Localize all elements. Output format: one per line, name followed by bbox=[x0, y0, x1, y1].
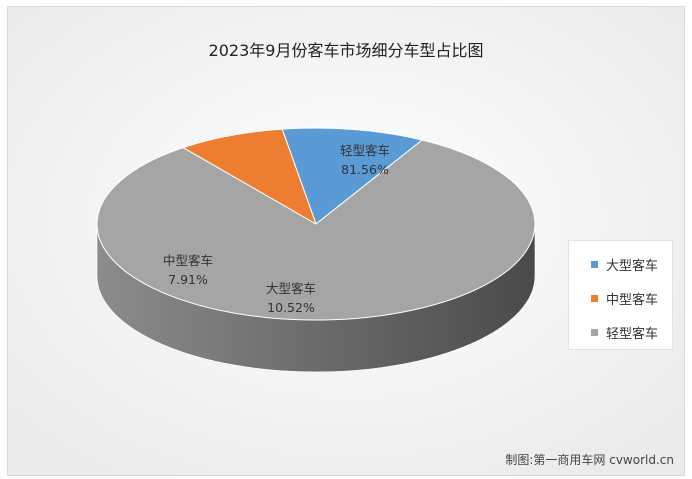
legend-item-light-bus: 轻型客车 bbox=[591, 315, 672, 349]
pie-slice-light-bus bbox=[96, 139, 536, 321]
pie-slice-medium-bus bbox=[181, 128, 317, 226]
data-label-name-medium-bus: 中型客车 bbox=[163, 253, 213, 268]
data-label-value-large-bus: 10.52% bbox=[267, 300, 315, 315]
pie-slice-large-bus bbox=[281, 127, 424, 225]
legend-label-large-bus: 大型客车 bbox=[606, 258, 659, 274]
chart-frame: 2023年9月份客车市场细分车型占比图 大型客车 10.52% 中型客车 7.91% 轻… bbox=[7, 6, 685, 476]
chart-title: 2023年9月份客车市场细分车型占比图 bbox=[208, 41, 484, 60]
legend-swatch-large-bus bbox=[591, 260, 598, 268]
legend-swatch-light-bus bbox=[591, 328, 598, 336]
pie-chart: 大型客车 10.52% 中型客车 7.91% 轻型客车 81.56% bbox=[96, 127, 536, 373]
data-label-name-light-bus: 轻型客车 bbox=[340, 143, 390, 158]
data-label-value-medium-bus: 7.91% bbox=[168, 272, 208, 287]
legend-item-large-bus: 大型客车 bbox=[591, 247, 672, 281]
data-label-value-light-bus: 81.56% bbox=[341, 162, 389, 177]
legend-label-medium-bus: 中型客车 bbox=[606, 292, 659, 308]
legend-swatch-medium-bus bbox=[591, 294, 598, 302]
chart-credit: 制图:第一商用车网 cvworld.cn bbox=[505, 453, 674, 467]
chart-legend: 大型客车 中型客车 轻型客车 bbox=[568, 240, 673, 350]
legend-label-light-bus: 轻型客车 bbox=[606, 326, 659, 342]
legend-item-medium-bus: 中型客车 bbox=[591, 281, 672, 315]
data-label-name-large-bus: 大型客车 bbox=[266, 281, 316, 296]
